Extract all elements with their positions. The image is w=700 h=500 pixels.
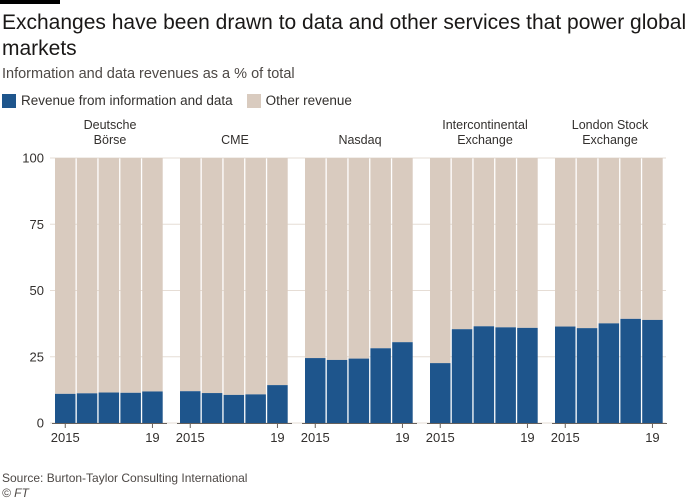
bar-data <box>576 328 598 423</box>
legend-label-other: Other revenue <box>265 93 352 108</box>
x-tick-label: 2015 <box>551 430 580 445</box>
bar-other <box>495 158 516 328</box>
x-tick-label: 19 <box>270 430 284 445</box>
x-tick-label: 2015 <box>426 430 455 445</box>
bar-data <box>451 329 473 423</box>
bar-data <box>76 393 98 423</box>
bar-data <box>392 342 413 423</box>
bar-data <box>620 318 641 423</box>
bar-other <box>267 158 288 386</box>
x-tick-label: 19 <box>395 430 409 445</box>
bar-data <box>326 359 348 423</box>
bar-data <box>473 326 495 423</box>
bar-data <box>517 327 538 423</box>
bar-other <box>142 158 163 392</box>
bar-data <box>98 392 120 423</box>
brand-bar <box>0 0 60 4</box>
bar-other <box>642 158 663 320</box>
y-tick-label: 0 <box>37 416 44 431</box>
bar-data <box>370 348 391 423</box>
x-tick-label: 2015 <box>301 430 330 445</box>
bar-other <box>370 158 391 349</box>
legend-swatch-data <box>2 93 16 108</box>
panel-title: Deutsche <box>84 118 137 132</box>
bar-data <box>267 385 288 423</box>
legend-item-other: Other revenue <box>246 93 352 108</box>
panel-title: Intercontinental <box>442 118 527 132</box>
bar-other <box>392 158 413 343</box>
legend-item-data: Revenue from information and data <box>2 93 233 108</box>
x-tick-label: 19 <box>645 430 659 445</box>
bar-other <box>430 158 451 364</box>
bar-other <box>223 158 245 395</box>
bar-other <box>305 158 326 359</box>
panel-title: Nasdaq <box>338 133 381 147</box>
bar-other <box>348 158 370 359</box>
panel-title: Börse <box>94 133 127 147</box>
chart-title: Exchanges have been drawn to data and ot… <box>2 11 687 60</box>
bar-other <box>55 158 76 394</box>
legend-swatch-other <box>246 93 261 108</box>
x-tick-label: 19 <box>145 430 159 445</box>
credit: © FT <box>2 486 29 500</box>
bar-other <box>120 158 141 393</box>
source-note: Source: Burton-Taylor Consulting Interna… <box>2 471 248 485</box>
bar-other <box>180 158 201 392</box>
x-tick-label: 19 <box>520 430 534 445</box>
chart-subtitle: Information and data revenues as a % of … <box>2 66 295 82</box>
bar-other <box>576 158 598 329</box>
y-tick-label: 75 <box>30 217 44 232</box>
y-tick-label: 50 <box>30 283 44 298</box>
bar-data <box>245 394 266 423</box>
bar-data <box>142 391 163 423</box>
panel-title: Exchange <box>457 133 513 147</box>
x-tick-label: 2015 <box>176 430 205 445</box>
bar-other <box>517 158 538 328</box>
bar-data <box>180 391 201 423</box>
bar-data <box>223 394 245 423</box>
bar-other <box>473 158 495 327</box>
panel-title: CME <box>221 133 249 147</box>
bar-data <box>598 323 620 423</box>
bar-other <box>451 158 473 330</box>
bar-data <box>305 358 326 423</box>
bar-data <box>55 393 76 423</box>
bar-other <box>620 158 641 319</box>
bar-data <box>642 319 663 423</box>
bar-other <box>598 158 620 324</box>
panel-title: London Stock <box>572 118 649 132</box>
legend: Revenue from information and data Other … <box>2 93 366 108</box>
bar-data <box>495 327 516 423</box>
bar-data <box>120 392 141 423</box>
bar-other <box>245 158 266 395</box>
bar-data <box>555 326 576 423</box>
y-tick-label: 25 <box>30 349 44 364</box>
bar-other <box>201 158 223 394</box>
x-tick-label: 2015 <box>51 430 80 445</box>
y-tick-label: 100 <box>22 151 44 166</box>
bar-other <box>76 158 98 394</box>
bar-other <box>555 158 576 327</box>
legend-label-data: Revenue from information and data <box>21 93 233 108</box>
bar-other <box>326 158 348 360</box>
bar-other <box>98 158 120 393</box>
bar-data <box>430 363 451 423</box>
bar-data <box>348 358 370 423</box>
panel-title: Exchange <box>582 133 638 147</box>
bar-data <box>201 393 223 423</box>
